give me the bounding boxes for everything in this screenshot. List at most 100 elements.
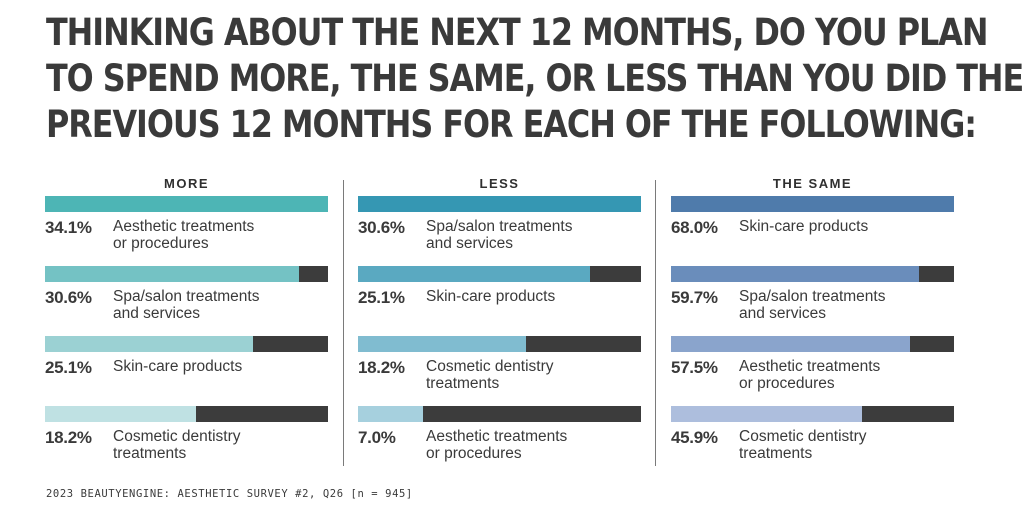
category-label-line: or procedures: [739, 375, 835, 392]
bar-item: 7.0% Aesthetic treatments or procedures: [358, 406, 641, 476]
bar-label-row: 57.5% Aesthetic treatments or procedures: [671, 358, 954, 392]
divider-1: [343, 180, 344, 466]
panel-less-title: LESS: [479, 176, 520, 191]
bar-track: [358, 336, 641, 352]
category-label-line: Aesthetic treatments: [739, 358, 881, 375]
value-label: 18.2%: [45, 428, 92, 447]
category-label-line: Cosmetic dentistry: [739, 428, 867, 445]
bar-label-row: 30.6% Spa/salon treatments and services: [45, 288, 328, 322]
category-label-line: or procedures: [426, 445, 522, 462]
bar-fill: [45, 266, 299, 282]
bar-item: 25.1% Skin-care products: [45, 336, 328, 406]
category-label-line: treatments: [426, 375, 500, 392]
bar-item: 18.2% Cosmetic dentistry treatments: [358, 336, 641, 406]
category-label: Cosmetic dentistry treatments: [739, 428, 939, 462]
panel-more-title: MORE: [164, 176, 209, 191]
value-label: 68.0%: [671, 218, 718, 237]
bar-label-row: 68.0% Skin-care products: [671, 218, 954, 237]
bar-fill: [671, 406, 863, 422]
value-label: 18.2%: [358, 358, 405, 377]
bar-track: [671, 266, 954, 282]
category-label: Aesthetic treatments or procedures: [426, 428, 626, 462]
title-line-2: TO SPEND MORE, THE SAME, OR LESS THAN YO…: [46, 57, 1024, 100]
category-label: Skin-care products: [426, 288, 626, 305]
value-label: 25.1%: [358, 288, 405, 307]
category-label: Skin-care products: [739, 218, 939, 235]
bar-item: 45.9% Cosmetic dentistry treatments: [671, 406, 954, 476]
category-label-line: Skin-care products: [426, 288, 556, 305]
title-line-1: THINKING ABOUT THE NEXT 12 MONTHS, DO YO…: [46, 11, 988, 54]
category-label: Spa/salon treatments and services: [426, 218, 626, 252]
bar-fill: [358, 336, 527, 352]
panel-more-items: 34.1% Aesthetic treatments or procedures 30…: [45, 196, 328, 476]
category-label-line: Cosmetic dentistry: [426, 358, 554, 375]
category-label-line: Spa/salon treatments: [739, 288, 886, 305]
value-label: 30.6%: [45, 288, 92, 307]
bar-track: [358, 266, 641, 282]
bar-item: 25.1% Skin-care products: [358, 266, 641, 336]
bar-fill: [358, 266, 591, 282]
divider-2: [655, 180, 656, 466]
category-label-line: Spa/salon treatments: [113, 288, 260, 305]
category-label-line: or procedures: [113, 235, 209, 252]
value-label: 59.7%: [671, 288, 718, 307]
bar-fill: [671, 266, 920, 282]
category-label-line: and services: [426, 235, 514, 252]
category-label-line: Aesthetic treatments: [113, 218, 255, 235]
bar-item: 68.0% Skin-care products: [671, 196, 954, 266]
panel-less: LESS 30.6% Spa/salon treatments and servic…: [358, 176, 641, 476]
category-label-line: and services: [739, 305, 827, 322]
category-label-line: Spa/salon treatments: [426, 218, 573, 235]
bar-label-row: 18.2% Cosmetic dentistry treatments: [45, 428, 328, 462]
bar-item: 18.2% Cosmetic dentistry treatments: [45, 406, 328, 476]
bar-fill: [671, 336, 911, 352]
category-label: Skin-care products: [113, 358, 313, 375]
category-label-line: Aesthetic treatments: [426, 428, 568, 445]
panel-same: THE SAME 68.0% Skin-care products 59.7% Spa…: [671, 176, 954, 476]
source-note: 2023 BEAUTYENGINE: AESTHETIC SURVEY #2, …: [46, 488, 413, 500]
bar-label-row: 18.2% Cosmetic dentistry treatments: [358, 358, 641, 392]
bar-track: [358, 196, 641, 212]
bar-track: [358, 406, 641, 422]
value-label: 57.5%: [671, 358, 718, 377]
category-label: Cosmetic dentistry treatments: [426, 358, 626, 392]
bar-item: 30.6% Spa/salon treatments and services: [358, 196, 641, 266]
bar-item: 57.5% Aesthetic treatments or procedures: [671, 336, 954, 406]
bar-label-row: 34.1% Aesthetic treatments or procedures: [45, 218, 328, 252]
bar-label-row: 59.7% Spa/salon treatments and services: [671, 288, 954, 322]
bar-track: [45, 196, 328, 212]
value-label: 34.1%: [45, 218, 92, 237]
chart-title: THINKING ABOUT THE NEXT 12 MONTHS, DO YO…: [46, 10, 1024, 148]
panel-less-items: 30.6% Spa/salon treatments and services 25.…: [358, 196, 641, 476]
bar-track: [45, 336, 328, 352]
bar-fill: [671, 196, 954, 212]
bar-label-row: 30.6% Spa/salon treatments and services: [358, 218, 641, 252]
panel-more: MORE 34.1% Aesthetic treatments or procedu…: [45, 176, 328, 476]
bar-item: 59.7% Spa/salon treatments and services: [671, 266, 954, 336]
value-label: 25.1%: [45, 358, 92, 377]
bar-fill: [358, 406, 423, 422]
category-label: Aesthetic treatments or procedures: [113, 218, 313, 252]
bar-track: [45, 406, 328, 422]
bar-label-row: 25.1% Skin-care products: [45, 358, 328, 377]
category-label-line: treatments: [113, 445, 187, 462]
category-label-line: and services: [113, 305, 201, 322]
bar-track: [671, 196, 954, 212]
panel-same-title: THE SAME: [772, 176, 853, 191]
category-label: Aesthetic treatments or procedures: [739, 358, 939, 392]
value-label: 45.9%: [671, 428, 718, 447]
bar-fill: [45, 406, 197, 422]
bar-track: [45, 266, 328, 282]
value-label: 30.6%: [358, 218, 405, 237]
bar-item: 34.1% Aesthetic treatments or procedures: [45, 196, 328, 266]
title-line-3: PREVIOUS 12 MONTHS FOR EACH OF THE FOLLO…: [46, 103, 977, 146]
bar-label-row: 45.9% Cosmetic dentistry treatments: [671, 428, 954, 462]
category-label: Spa/salon treatments and services: [739, 288, 939, 322]
bar-item: 30.6% Spa/salon treatments and services: [45, 266, 328, 336]
bar-fill: [358, 196, 641, 212]
category-label: Cosmetic dentistry treatments: [113, 428, 313, 462]
bar-fill: [45, 196, 328, 212]
value-label: 7.0%: [358, 428, 396, 447]
category-label-line: Skin-care products: [739, 218, 869, 235]
category-label: Spa/salon treatments and services: [113, 288, 313, 322]
